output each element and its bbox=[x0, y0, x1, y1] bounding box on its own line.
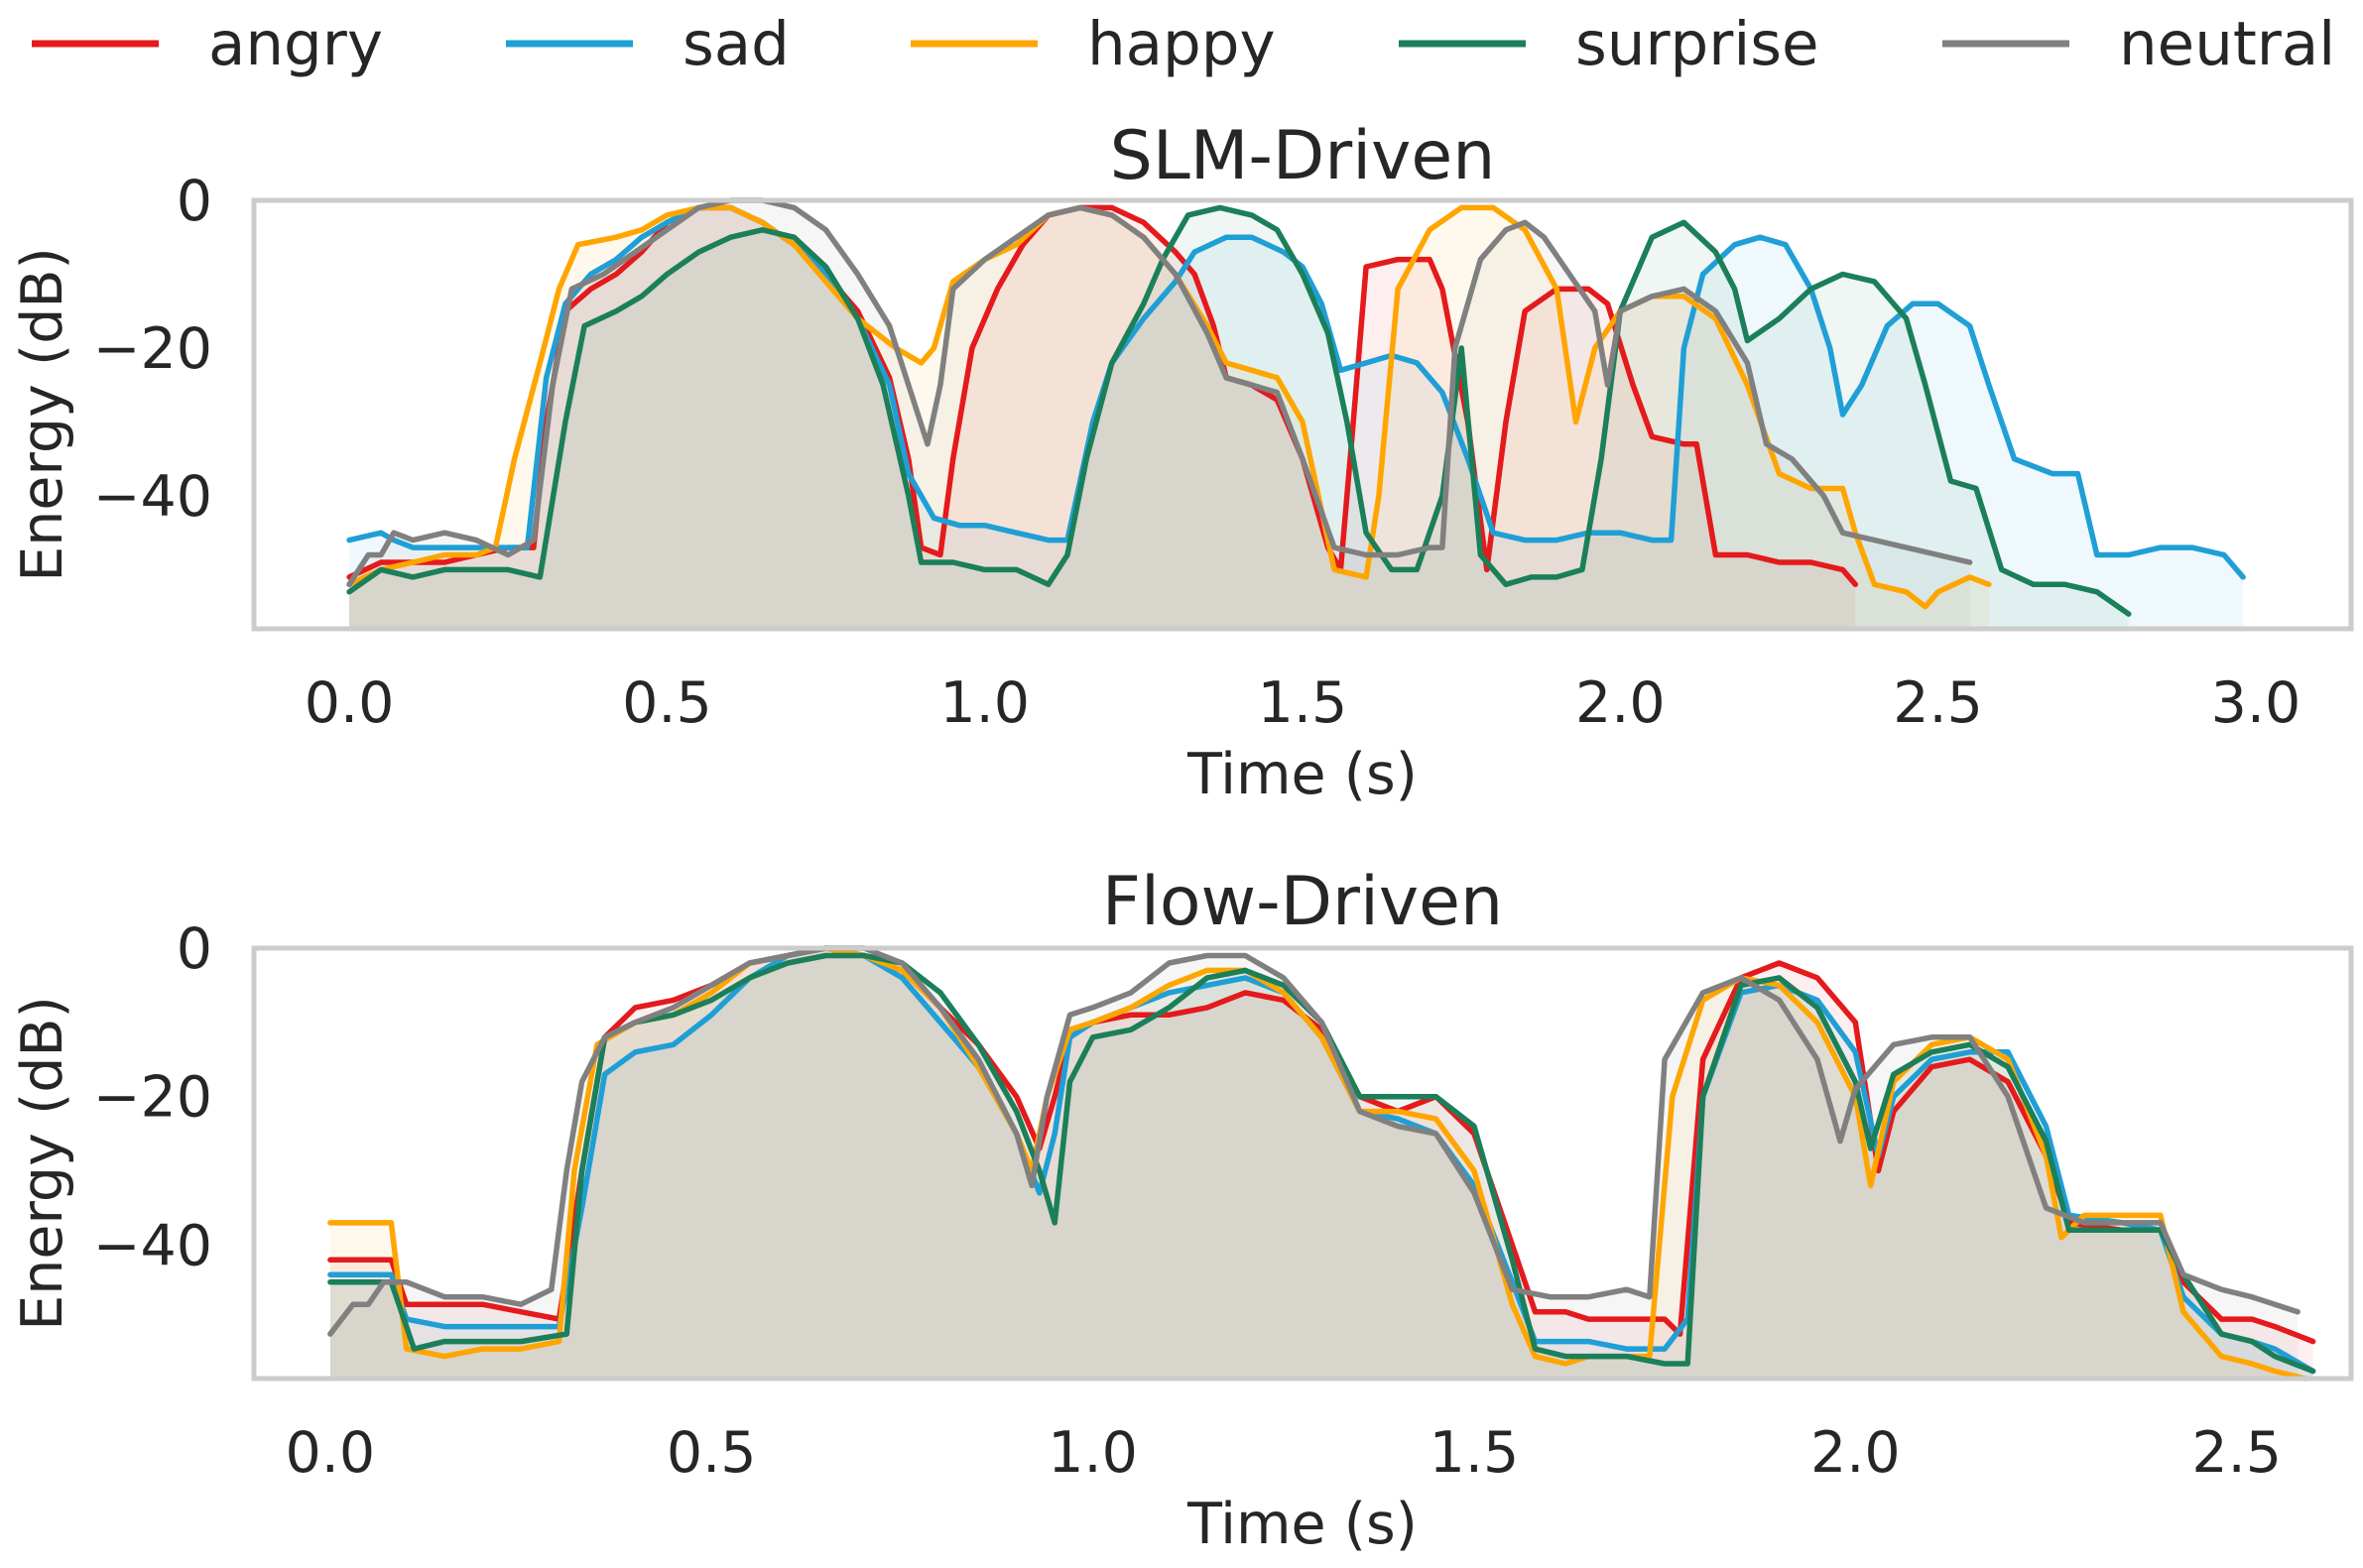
legend-label-neutral: neutral bbox=[2119, 9, 2335, 79]
x-tick-label: 1.5 bbox=[1430, 1420, 1520, 1486]
area-surprise bbox=[349, 207, 2129, 629]
x-tick-label: 0.5 bbox=[667, 1420, 757, 1486]
line-surprise bbox=[346, 204, 2132, 617]
x-ticks: 0.0 0.5 1.0 1.5 2.0 2.5 3.0 bbox=[305, 670, 2301, 736]
x-tick-label: 0.0 bbox=[305, 670, 395, 736]
y-tick-label: −20 bbox=[93, 316, 212, 382]
x-tick-label: 0.5 bbox=[622, 670, 712, 736]
x-tick-label: 2.5 bbox=[1893, 670, 1983, 736]
area-neutral bbox=[349, 200, 1970, 629]
area-sad bbox=[349, 207, 2244, 629]
x-tick-label: 2.0 bbox=[1810, 1420, 1901, 1486]
x-tick-label: 2.0 bbox=[1575, 670, 1666, 736]
legend-item-happy: happy bbox=[911, 9, 1276, 79]
y-axis-label: Energy (dB) bbox=[10, 247, 75, 581]
y-tick-label: 0 bbox=[177, 916, 212, 982]
area-happy bbox=[349, 207, 1989, 629]
legend-item-sad: sad bbox=[506, 9, 790, 79]
legend-item-angry: angry bbox=[32, 9, 383, 79]
line-neutral bbox=[346, 197, 1973, 588]
x-ticks: 0.0 0.5 1.0 1.5 2.0 2.5 bbox=[286, 1420, 2282, 1486]
plot-frame bbox=[251, 945, 2354, 1382]
x-tick-label: 1.0 bbox=[1048, 1420, 1138, 1486]
legend: angry sad happy surprise neutral bbox=[32, 9, 2335, 79]
x-axis-label: Time (s) bbox=[1186, 1492, 1418, 1557]
legend-label-sad: sad bbox=[683, 9, 790, 79]
legend-item-neutral: neutral bbox=[1942, 9, 2335, 79]
plot-frame bbox=[251, 197, 2354, 632]
x-tick-label: 1.5 bbox=[1258, 670, 1348, 736]
y-axis-label: Energy (dB) bbox=[10, 996, 75, 1330]
line-angry bbox=[346, 204, 1859, 588]
legend-label-happy: happy bbox=[1087, 9, 1276, 79]
area-happy bbox=[329, 948, 2305, 1379]
y-tick-label: −40 bbox=[93, 1213, 212, 1278]
y-tick-label: −20 bbox=[93, 1065, 212, 1131]
legend-label-surprise: surprise bbox=[1575, 9, 1819, 79]
line-happy bbox=[346, 204, 1992, 610]
series-lines bbox=[327, 945, 2316, 1382]
series-lines bbox=[346, 197, 2246, 617]
legend-label-angry: angry bbox=[208, 9, 383, 79]
panel-flow-driven: Flow-Driven 0.0 0.5 1.0 1.5 2.0 2.5 0 −20 −40 Time… bbox=[10, 863, 2354, 1557]
line-sad bbox=[346, 204, 2246, 580]
line-neutral bbox=[327, 945, 2301, 1337]
x-tick-label: 2.5 bbox=[2191, 1420, 2282, 1486]
x-axis-label: Time (s) bbox=[1186, 742, 1418, 807]
plots: SLM-Driven 0.0 0.5 1.0 1.5 2.0 2.5 3.0 0 −20 −40 Ti… bbox=[10, 117, 2354, 1557]
x-tick-label: 1.0 bbox=[939, 670, 1030, 736]
legend-item-surprise: surprise bbox=[1399, 9, 1819, 79]
x-tick-label: 3.0 bbox=[2211, 670, 2301, 736]
chart-title: Flow-Driven bbox=[1102, 863, 1503, 941]
area-neutral bbox=[329, 948, 2299, 1379]
panel-slm-driven: SLM-Driven 0.0 0.5 1.0 1.5 2.0 2.5 3.0 0 −20 −40 Ti… bbox=[10, 117, 2354, 807]
y-ticks: 0 −20 −40 bbox=[93, 916, 212, 1278]
x-tick-label: 0.0 bbox=[286, 1420, 376, 1486]
y-ticks: 0 −20 −40 bbox=[93, 169, 212, 530]
y-tick-label: −40 bbox=[93, 464, 212, 530]
y-tick-label: 0 bbox=[177, 169, 212, 234]
chart-title: SLM-Driven bbox=[1110, 117, 1496, 195]
